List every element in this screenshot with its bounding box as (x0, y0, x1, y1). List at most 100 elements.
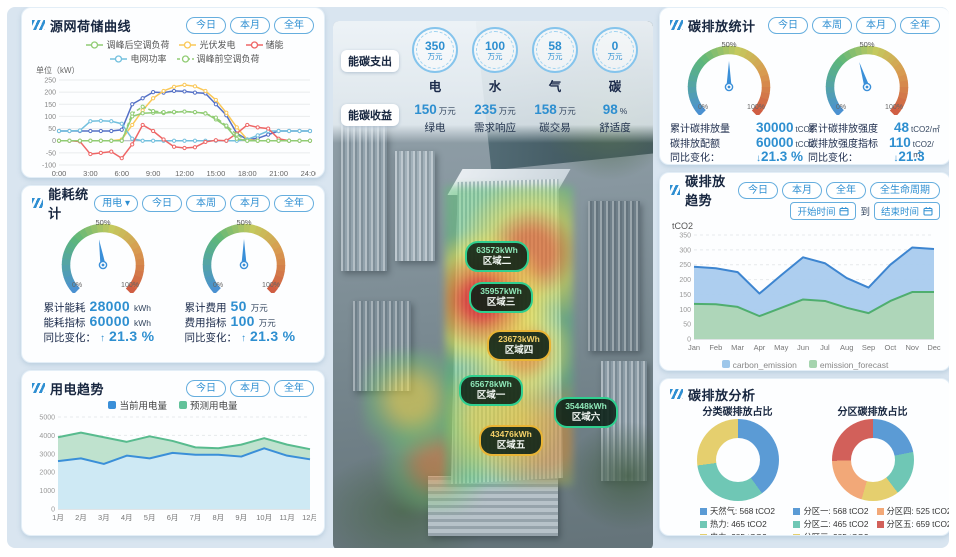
time-filter-month[interactable]: 本月 (782, 181, 822, 199)
zoned-emission-donut-chart (831, 419, 914, 501)
time-filter-month[interactable]: 本月 (856, 16, 896, 34)
time-filter-today[interactable]: 今日 (738, 181, 778, 199)
time-filter-year[interactable]: 全年 (826, 181, 866, 199)
energy-type-dropdown[interactable]: 用电 ▾ (94, 194, 138, 212)
svg-text:3000: 3000 (39, 451, 55, 458)
time-filter-year[interactable]: 全年 (274, 194, 314, 212)
panel-title: 源网荷储曲线 (50, 18, 132, 34)
legend-item[interactable]: 分区三: 385 tCO2 (793, 531, 869, 535)
svg-text:300: 300 (679, 247, 691, 254)
axis-unit-label: 单位（kW） (36, 66, 80, 75)
svg-text:Dec: Dec (927, 343, 941, 352)
svg-text:5000: 5000 (39, 415, 55, 422)
legend-current-usage[interactable]: 当前用电量 (108, 398, 167, 412)
time-filter-today[interactable]: 今日 (768, 16, 808, 34)
source-grid-line-chart: 250 200 150 100 50 0 -50 -100 0:00 3:00 6:00 9:00 12… (32, 76, 319, 178)
svg-text:150: 150 (679, 292, 691, 299)
expense-label-chip: 能碳支出 (341, 50, 399, 72)
svg-text:50%: 50% (721, 40, 736, 49)
time-filter-today[interactable]: 今日 (186, 379, 226, 397)
panel-title: 碳排放分析 (688, 387, 756, 403)
svg-text:4月: 4月 (121, 513, 133, 522)
time-filter-year[interactable]: 全年 (900, 16, 940, 34)
svg-text:0%: 0% (698, 104, 708, 111)
y-axis-unit-label: tCO2 (672, 221, 694, 231)
legend-item[interactable]: 分区一: 568 tCO2 (793, 505, 869, 517)
stat-unit: tCO2/㎡ (912, 139, 934, 159)
time-filter-month[interactable]: 本月 (230, 194, 270, 212)
legend-forecast-usage[interactable]: 预测用电量 (179, 398, 238, 412)
carbon-trend-area-chart: 0 50 100 150 200 250 300 350 Jan Feb Mar Apr May Jun J… (670, 231, 941, 358)
time-filter-month[interactable]: 本月 (230, 16, 270, 34)
svg-text:6月: 6月 (167, 513, 179, 522)
svg-text:5月: 5月 (144, 513, 156, 522)
svg-text:Mar: Mar (731, 343, 744, 352)
legend-item[interactable]: 热力: 465 tCO2 (699, 518, 775, 530)
svg-text:3:00: 3:00 (83, 169, 98, 178)
legend-item[interactable]: 电力: 385 tCO2 (699, 531, 775, 535)
building-heatmap-view: 能碳支出 350 万元 电 100 万元 水 58 万元 气 0 万元 碳 (333, 21, 653, 548)
stat-value: 60000 (89, 313, 130, 329)
carbon-emission-gauge: 50% 0% 100% (670, 37, 788, 120)
panel-title: 碳排放趋势 (685, 174, 726, 208)
energy-cost-gauge: 50% 0% 100% (185, 215, 303, 298)
calendar-icon (923, 207, 933, 216)
legend-item[interactable]: 光伏发电 (179, 38, 236, 51)
stat-label: 能耗指标 (43, 317, 86, 329)
legend-item[interactable]: 调峰前空调负荷 (176, 52, 260, 65)
building-image (588, 201, 640, 351)
panel-title-icon (32, 198, 44, 208)
time-filter-today[interactable]: 今日 (186, 16, 226, 34)
time-filter-month[interactable]: 本月 (230, 379, 270, 397)
time-filter-week[interactable]: 本周 (186, 194, 226, 212)
income-item-demand-response: 235 万元 需求响应 (474, 102, 516, 134)
end-date-picker[interactable]: 结束时间 (873, 202, 940, 220)
income-label-chip: 能碳收益 (341, 104, 399, 126)
stat-value: 48 (894, 120, 910, 135)
legend-item[interactable]: 电网功率 (110, 52, 167, 65)
svg-text:150: 150 (44, 102, 56, 109)
legend-item[interactable]: 天然气: 568 tCO2 (699, 505, 775, 517)
expense-item-gas: 58 万元 气 (525, 27, 585, 95)
svg-text:250: 250 (679, 262, 691, 269)
stat-unit: kWh (133, 303, 151, 313)
svg-text:0: 0 (51, 507, 55, 514)
down-arrow-icon: ↓ (893, 153, 899, 164)
legend-item[interactable]: 储能 (245, 38, 284, 51)
time-filter-today[interactable]: 今日 (142, 194, 182, 212)
svg-text:200: 200 (679, 277, 691, 284)
up-arrow-icon: ↑ (100, 333, 105, 344)
stat-value: 21.3 % (898, 149, 925, 164)
legend-carbon-emission[interactable]: carbon_emission (721, 359, 797, 370)
time-filter-year[interactable]: 全年 (274, 16, 314, 34)
stat-value: 21.3 % (250, 328, 296, 344)
legend-item[interactable]: 分区五: 659 tCO2 (876, 518, 949, 530)
stat-value: 50 (230, 298, 247, 314)
power-trend-area-chart: 0 1000 2000 3000 4000 5000 1月 2月 3月 4月 5月 6月 7月 8月 9月 1… (32, 411, 318, 528)
svg-text:18:00: 18:00 (238, 169, 257, 178)
time-filter-lifecycle[interactable]: 全生命周期 (870, 181, 940, 199)
chart-legend[interactable]: 调峰后空调负荷 光伏发电 储能电网功率 调峰前空调负荷 (60, 38, 310, 65)
classified-emission-donut-chart (696, 419, 779, 501)
income-item-carbon-trade: 158 万元 碳交易 (534, 102, 576, 134)
time-filter-year[interactable]: 全年 (274, 379, 314, 397)
down-arrow-icon: ↓ (756, 153, 761, 164)
time-filter-week[interactable]: 本周 (812, 16, 852, 34)
svg-text:12月: 12月 (302, 513, 316, 522)
stat-value: 30000 (756, 120, 794, 135)
legend-item[interactable]: 调峰后空调负荷 (86, 38, 169, 51)
legend-item[interactable]: 分区四: 525 tCO2 (876, 505, 949, 517)
panel-title-icon (32, 20, 45, 30)
panel-title: 能耗统计 (48, 187, 89, 221)
expense-item-carbon: 0 万元 碳 (585, 27, 645, 95)
svg-text:100%: 100% (262, 282, 280, 289)
svg-text:6:00: 6:00 (114, 169, 129, 178)
svg-text:Nov: Nov (906, 343, 920, 352)
legend-emission-forecast[interactable]: emission_forecast (808, 359, 888, 370)
legend-item[interactable]: 分区二: 465 tCO2 (793, 518, 869, 530)
start-date-picker[interactable]: 开始时间 (790, 202, 857, 220)
svg-text:1月: 1月 (52, 513, 64, 522)
svg-text:May: May (774, 343, 788, 352)
